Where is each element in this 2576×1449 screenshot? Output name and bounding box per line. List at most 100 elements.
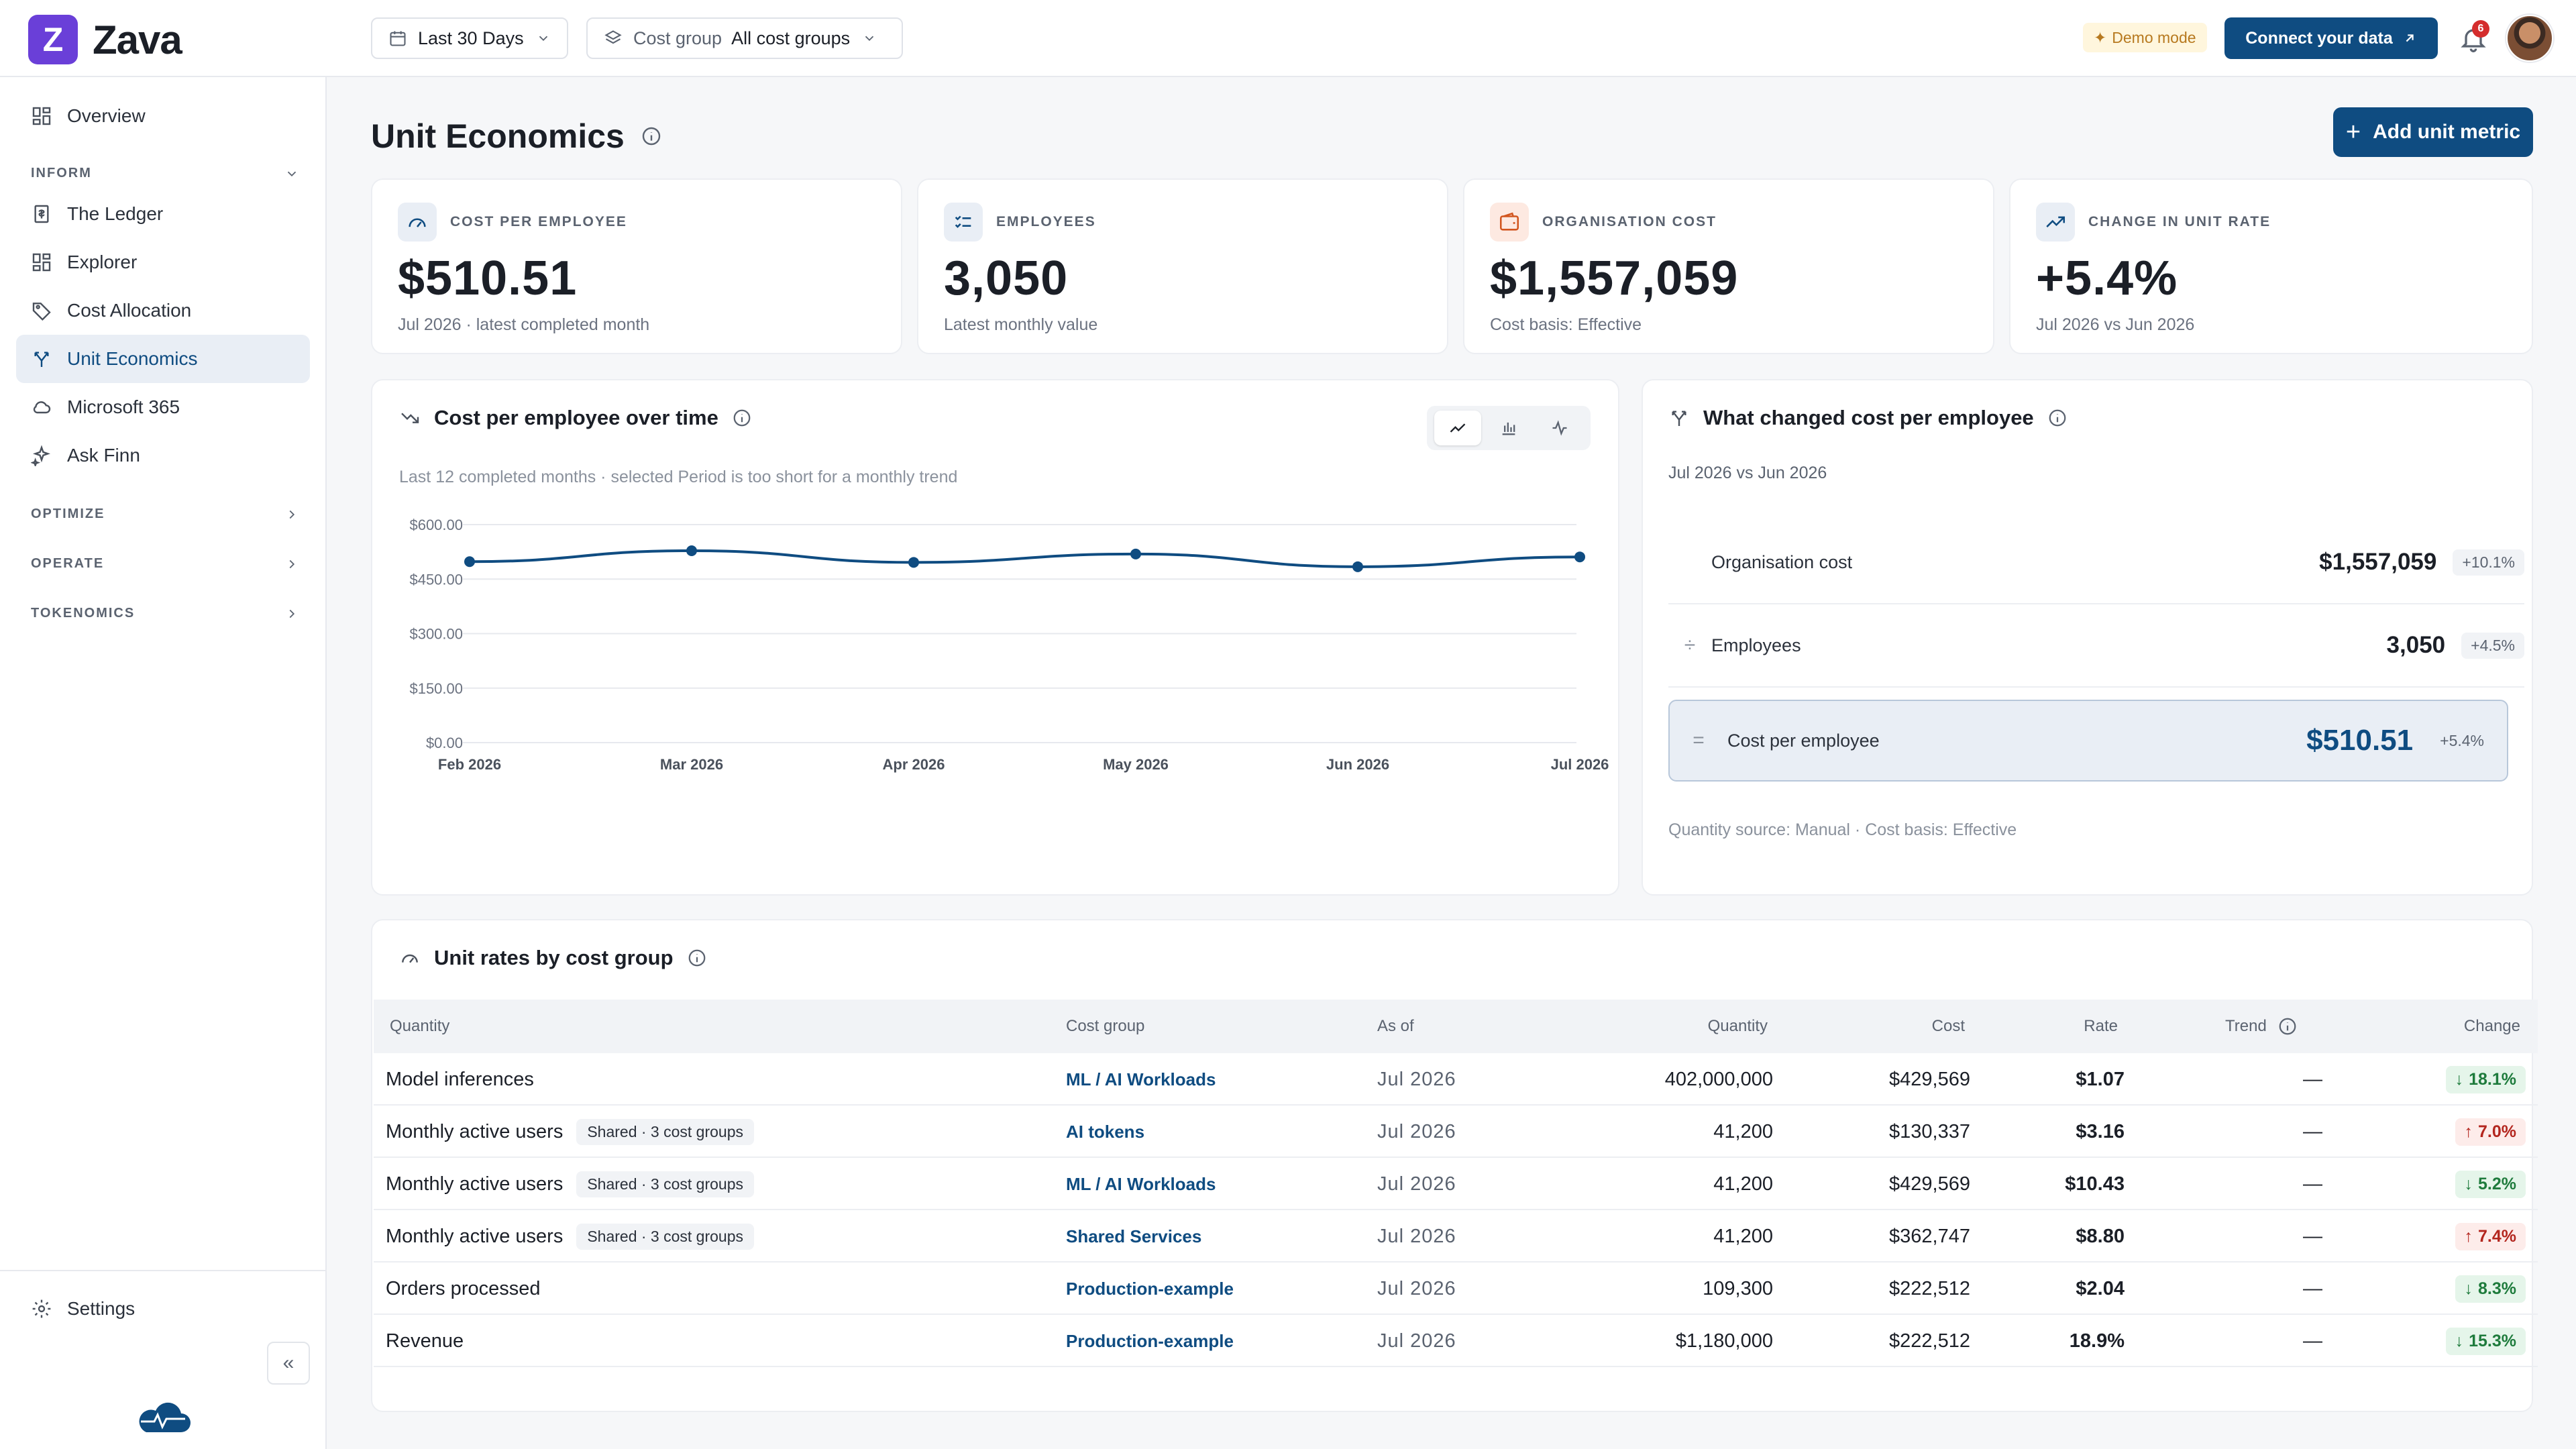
date-range-select[interactable]: Last 30 Days (371, 17, 568, 59)
cost-group-select[interactable]: Cost group All cost groups (586, 17, 903, 59)
chart-subtitle: Last 12 completed months · selected Peri… (399, 468, 958, 486)
pulse-icon (1552, 420, 1567, 436)
what-changed-footer: Quantity source: Manual · Cost basis: Ef… (1668, 820, 2017, 839)
nav-section-label: INFORM (31, 166, 92, 180)
info-icon[interactable] (732, 408, 752, 428)
bar-chart-toggle[interactable] (1485, 411, 1532, 445)
table-row[interactable]: Orders processed Production-example Jul … (374, 1263, 2538, 1315)
info-icon[interactable] (687, 948, 707, 968)
data-point[interactable] (1130, 548, 1141, 559)
data-point[interactable] (908, 557, 919, 568)
column-header-quantity-value[interactable]: Quantity (1707, 1017, 1768, 1035)
cell-quantity-value: 402,000,000 (1664, 1068, 1773, 1090)
kpi-value: +5.4% (2036, 252, 2178, 305)
column-header-rate[interactable]: Rate (2084, 1017, 2118, 1035)
cost-group-link[interactable]: Shared Services (1066, 1226, 1202, 1246)
cost-group-link[interactable]: Production-example (1066, 1278, 1234, 1299)
sidebar-item-settings[interactable]: Settings (16, 1285, 310, 1333)
info-icon[interactable] (2277, 1016, 2298, 1036)
cell-cost-group[interactable]: Shared Services (1066, 1210, 1201, 1263)
line-chart-toggle[interactable] (1434, 411, 1481, 445)
column-header-cost-group[interactable]: Cost group (1066, 1017, 1145, 1035)
data-point[interactable] (686, 545, 697, 556)
sidebar-item-overview[interactable]: Overview (16, 92, 310, 140)
pulse-chart-toggle[interactable] (1536, 411, 1583, 445)
nav-section-optimize[interactable]: OPTIMIZE (31, 506, 299, 522)
cell-quantity-value: 109,300 (1703, 1277, 1773, 1299)
cell-rate: 18.9% (2069, 1330, 2125, 1352)
cell-trend: — (2303, 1225, 2322, 1247)
equals-operator: = (1693, 729, 1705, 751)
cost-group-link[interactable]: ML / AI Workloads (1066, 1173, 1216, 1194)
cost-group-link[interactable]: ML / AI Workloads (1066, 1069, 1216, 1089)
user-avatar[interactable] (2506, 15, 2553, 62)
change-badge: ↓ 15.3% (2445, 1327, 2526, 1355)
cost-group-link[interactable]: AI tokens (1066, 1121, 1145, 1142)
sidebar-item-explorer[interactable]: Explorer (16, 238, 310, 286)
cell-quantity-value: 41,200 (1713, 1120, 1773, 1142)
cell-cost-group[interactable]: ML / AI Workloads (1066, 1053, 1216, 1106)
data-point[interactable] (1574, 551, 1585, 563)
sidebar-item-ask-finn[interactable]: Ask Finn (16, 431, 310, 480)
add-unit-metric-label: Add unit metric (2373, 121, 2521, 143)
sidebar-item-microsoft-365[interactable]: Microsoft 365 (16, 383, 310, 431)
info-icon[interactable] (641, 125, 662, 147)
what-changed-result: = Cost per employee $510.51 +5.4% (1668, 700, 2508, 782)
table-row[interactable]: Monthly active users Shared · 3 cost grou… (374, 1210, 2538, 1263)
column-header-change[interactable]: Change (2463, 1017, 2520, 1035)
cell-quantity-value: 41,200 (1713, 1173, 1773, 1195)
nav-section-tokenomics[interactable]: TOKENOMICS (31, 606, 299, 621)
cell-change: ↑ 7.4% (2359, 1210, 2526, 1263)
column-header-quantity[interactable]: Quantity (390, 1017, 450, 1035)
cell-trend: — (2303, 1277, 2322, 1299)
calendar-icon (390, 31, 406, 46)
cost-group-link[interactable]: Production-example (1066, 1330, 1234, 1351)
sidebar-item-the-ledger[interactable]: The Ledger (16, 190, 310, 238)
row-value: $1,557,059 (2319, 549, 2437, 575)
cost-per-employee-chart-card: Cost per employee over time Last 12 comp… (371, 379, 1619, 896)
table-row[interactable]: Revenue Production-example Jul 2026 $1,1… (374, 1315, 2538, 1367)
change-badge: ↑ 7.0% (2455, 1118, 2526, 1146)
what-changed-title-text: What changed cost per employee (1703, 406, 2034, 429)
data-point[interactable] (1352, 561, 1363, 572)
gear-icon (32, 1299, 51, 1318)
column-header-cost[interactable]: Cost (1931, 1017, 1965, 1035)
cell-cost-group[interactable]: ML / AI Workloads (1066, 1158, 1216, 1210)
cell-quantity: Monthly active users Shared · 3 cost grou… (386, 1210, 755, 1263)
info-icon[interactable] (2047, 408, 2068, 428)
nav-section-label: TOKENOMICS (31, 606, 136, 621)
page-title-text: Unit Economics (371, 117, 625, 155)
data-point[interactable] (464, 556, 475, 568)
chevron-down-icon (865, 36, 874, 42)
y-tick-label: $150.00 (409, 680, 463, 697)
quantity-name: Monthly active users (386, 1225, 564, 1247)
column-header-as-of[interactable]: As of (1377, 1017, 1414, 1035)
kpi-label: COST PER EMPLOYEE (450, 214, 627, 229)
table-row[interactable]: Model inferences ML / AI Workloads Jul 2… (374, 1053, 2538, 1106)
nav-section-operate[interactable]: OPERATE (31, 556, 299, 572)
tag-icon (32, 303, 51, 321)
nav-section-inform[interactable]: INFORM (31, 166, 299, 181)
connect-data-button[interactable]: Connect your data (2224, 17, 2438, 59)
demo-mode-label: Demo mode (2112, 28, 2196, 46)
demo-mode-badge: ✦ Demo mode (2083, 23, 2207, 52)
sidebar-item-unit-economics[interactable]: Unit Economics (16, 335, 310, 383)
table-row[interactable]: Monthly active users Shared · 3 cost grou… (374, 1106, 2538, 1158)
app-logo[interactable]: Z Zava (28, 15, 182, 64)
top-bar: Z Zava Last 30 Days Cost group All cost … (0, 0, 2576, 77)
cell-cost-group[interactable]: Production-example (1066, 1263, 1234, 1315)
quantity-name: Monthly active users (386, 1120, 564, 1142)
sidebar-item-cost-allocation[interactable]: Cost Allocation (16, 286, 310, 335)
sidebar-divider (0, 1270, 327, 1271)
double-chevron-left-icon: « (282, 1352, 294, 1374)
shared-badge: Shared · 3 cost groups (576, 1171, 755, 1197)
quantity-name: Revenue (386, 1330, 464, 1352)
collapse-sidebar-button[interactable]: « (267, 1342, 310, 1385)
table-row[interactable]: Monthly active users Shared · 3 cost grou… (374, 1158, 2538, 1210)
sidebar-item-label: Settings (67, 1298, 136, 1319)
cell-cost-group[interactable]: Production-example (1066, 1315, 1234, 1367)
column-header-trend[interactable]: Trend (2225, 1000, 2298, 1053)
cell-cost-group[interactable]: AI tokens (1066, 1106, 1144, 1158)
change-badge: ↓ 8.3% (2455, 1275, 2526, 1303)
add-unit-metric-button[interactable]: + Add unit metric (2333, 107, 2533, 157)
